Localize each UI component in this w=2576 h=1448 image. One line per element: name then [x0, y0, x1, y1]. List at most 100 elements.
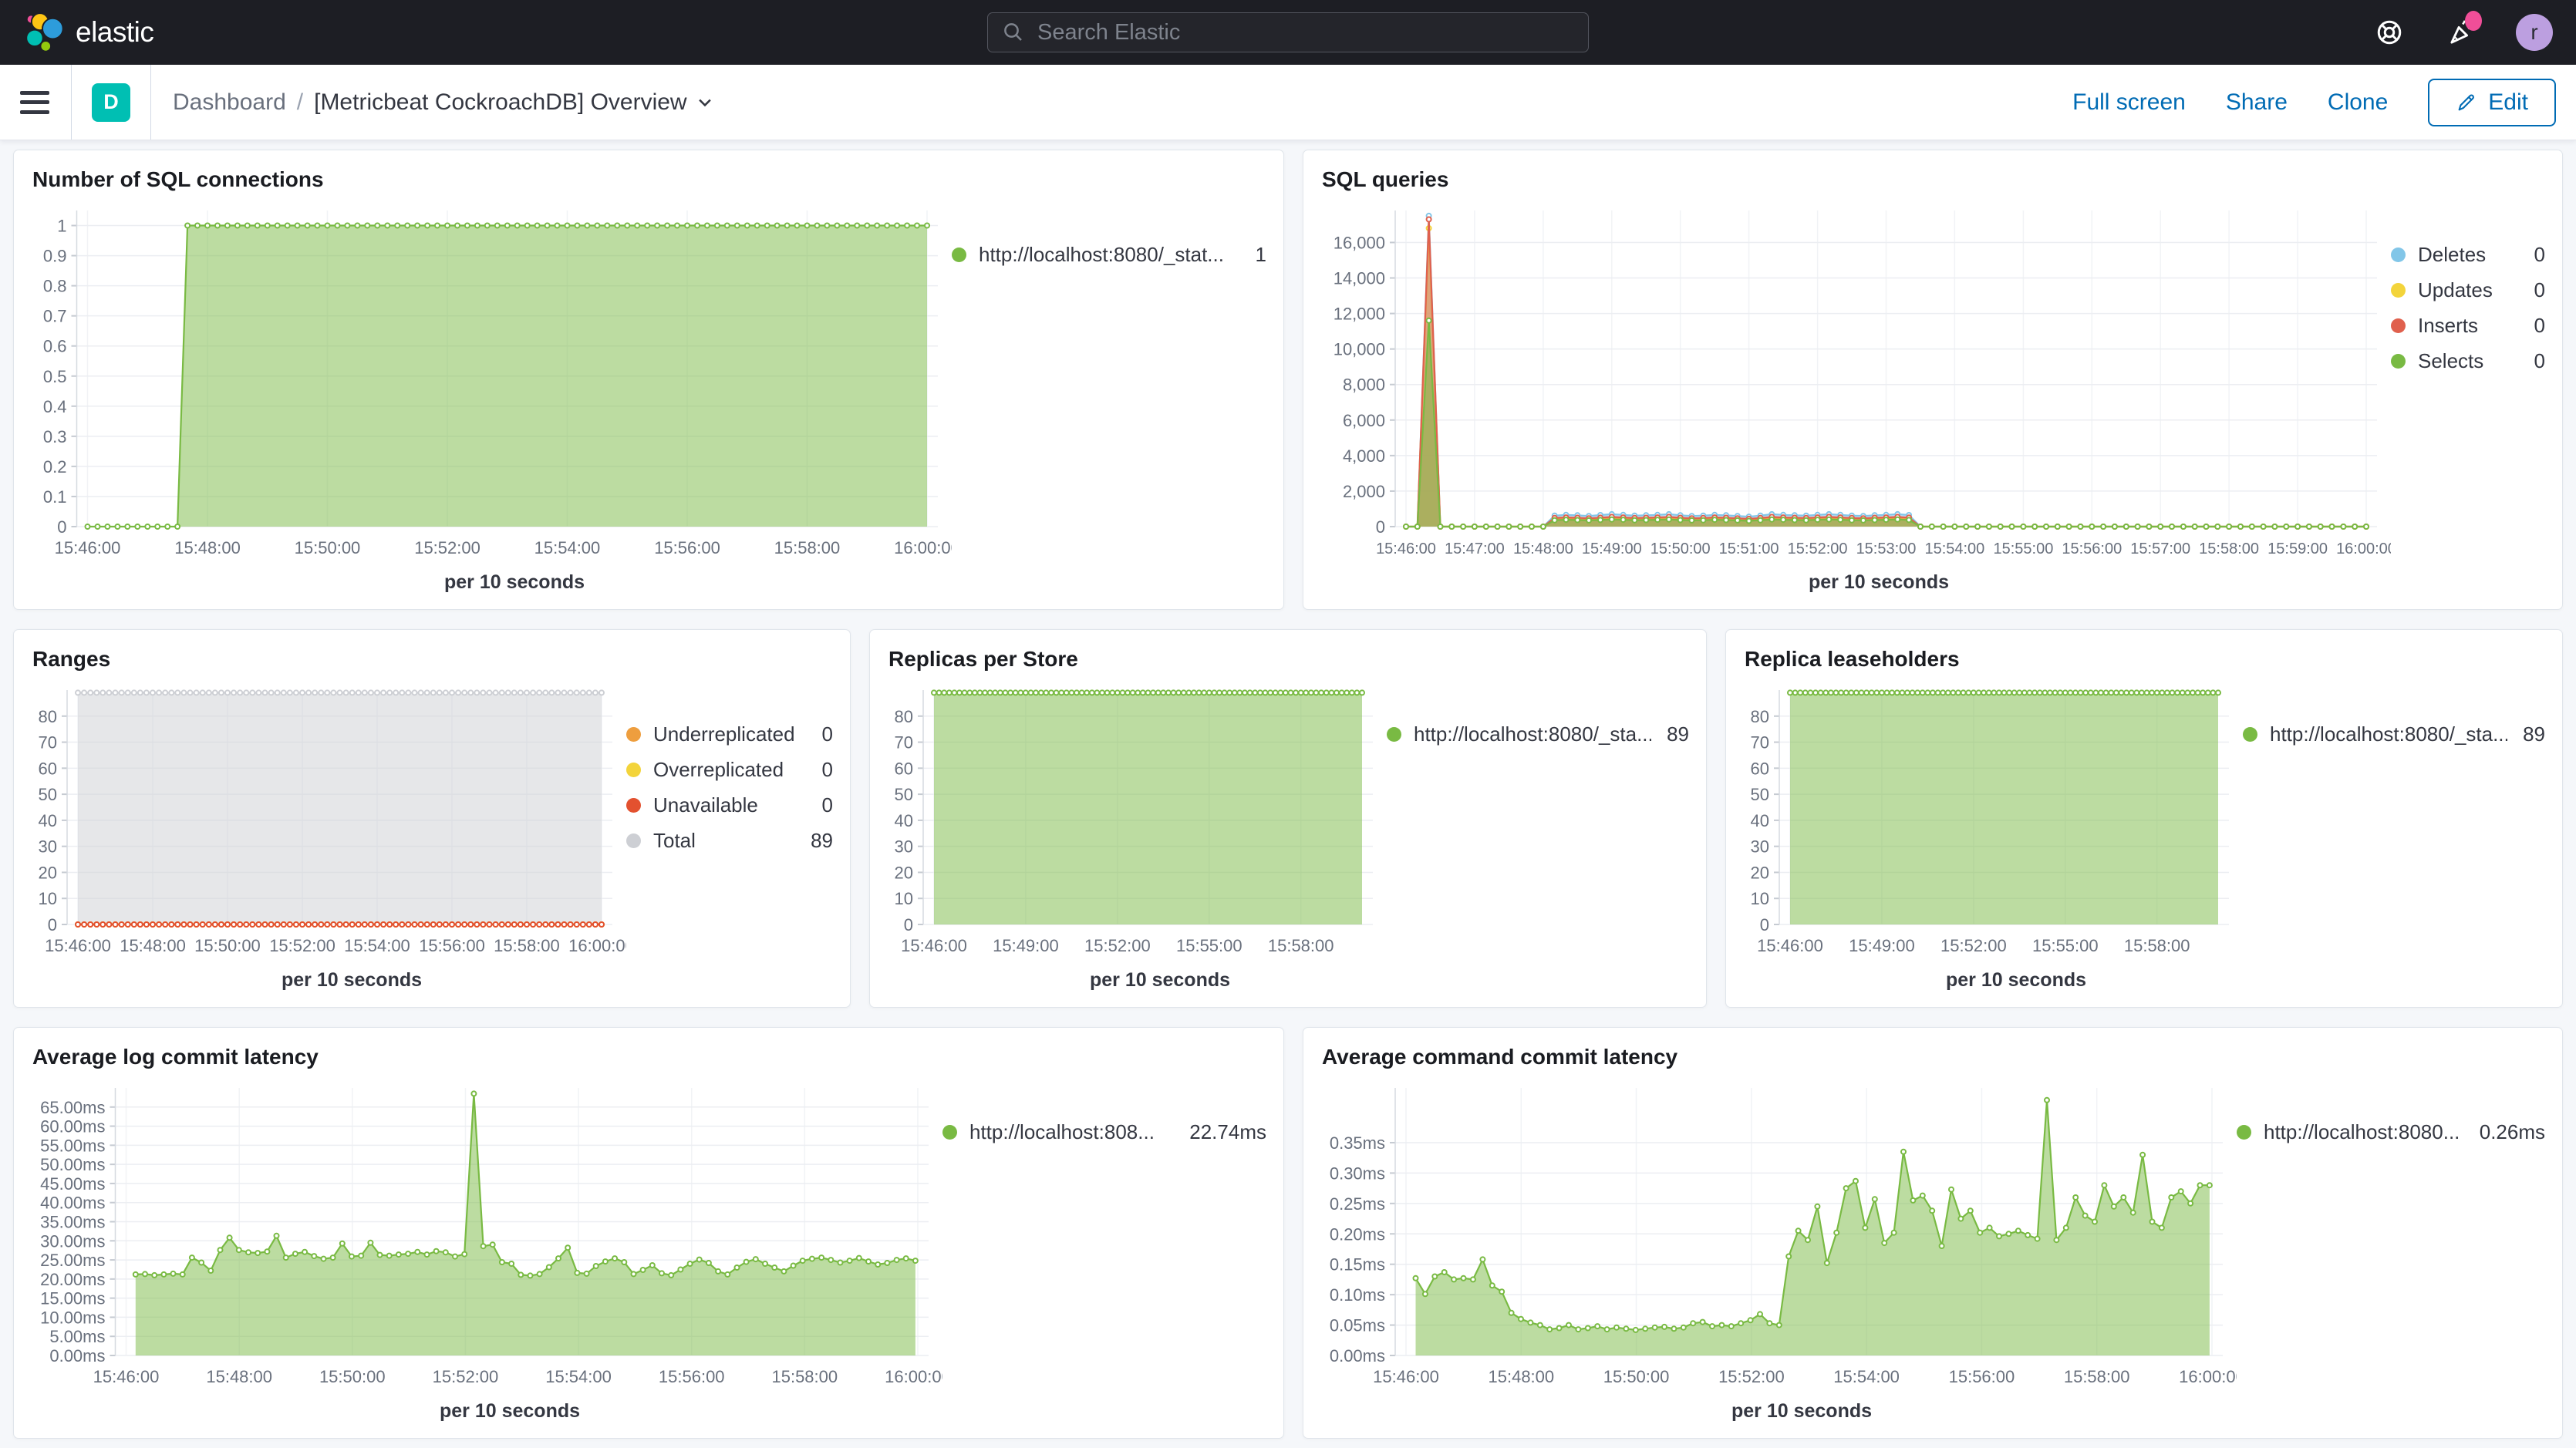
svg-text:15:58:00: 15:58:00: [2199, 540, 2259, 557]
panel-ranges: Ranges 15:46:0015:48:0015:50:0015:52:001…: [13, 629, 851, 1008]
chart-legend: http://localhost:8080/_stat...1: [952, 200, 1266, 603]
svg-text:70: 70: [39, 733, 57, 753]
legend-item[interactable]: Selects0: [2391, 343, 2545, 379]
svg-text:15:54:00: 15:54:00: [344, 936, 410, 955]
elastic-logo[interactable]: elastic: [23, 11, 153, 54]
menu-icon[interactable]: [20, 91, 49, 114]
legend-item[interactable]: Underreplicated0: [626, 716, 833, 752]
legend-swatch-icon: [2237, 1125, 2251, 1140]
svg-text:30: 30: [1751, 837, 1769, 857]
svg-text:15:54:00: 15:54:00: [534, 538, 601, 557]
legend-value: 22.74ms: [1174, 1120, 1266, 1144]
svg-text:15:56:00: 15:56:00: [2062, 540, 2122, 557]
svg-text:15:54:00: 15:54:00: [545, 1367, 612, 1386]
legend-label: Total: [653, 829, 696, 853]
svg-text:40.00ms: 40.00ms: [40, 1194, 105, 1213]
svg-text:15:46:00: 15:46:00: [1373, 1367, 1439, 1386]
svg-text:16:00:00: 16:00:00: [2336, 540, 2391, 557]
ranges-area-chart[interactable]: 15:46:0015:48:0015:50:0015:52:0015:54:00…: [31, 679, 626, 961]
svg-text:15:55:00: 15:55:00: [2032, 936, 2099, 955]
svg-text:15:58:00: 15:58:00: [2064, 1367, 2130, 1386]
svg-text:15:51:00: 15:51:00: [1719, 540, 1779, 557]
svg-text:30: 30: [895, 837, 913, 857]
svg-text:15:48:00: 15:48:00: [1513, 540, 1573, 557]
legend-item[interactable]: Overreplicated0: [626, 752, 833, 787]
sql-queries-area-chart[interactable]: 15:46:0015:47:0015:48:0015:49:0015:50:00…: [1320, 200, 2391, 564]
svg-text:0.1: 0.1: [43, 487, 67, 507]
svg-text:15:48:00: 15:48:00: [206, 1367, 272, 1386]
search-input[interactable]: [1037, 20, 1574, 45]
legend-item[interactable]: http://localhost:8080/_sta...89: [1387, 716, 1689, 752]
pencil-icon: [2456, 92, 2477, 113]
svg-text:14,000: 14,000: [1334, 269, 1385, 288]
user-avatar[interactable]: r: [2516, 14, 2553, 51]
legend-item[interactable]: http://localhost:8080/_stat...1: [952, 237, 1266, 272]
legend-swatch-icon: [2391, 354, 2406, 369]
svg-text:50: 50: [39, 785, 57, 804]
panel-replicas-per-store: Replicas per Store 15:46:0015:49:0015:52…: [869, 629, 1707, 1008]
svg-text:15:55:00: 15:55:00: [1993, 540, 2053, 557]
svg-text:1: 1: [57, 217, 66, 236]
legend-value: 0: [2519, 278, 2545, 302]
command-commit-latency-area-chart[interactable]: 15:46:0015:48:0015:50:0015:52:0015:54:00…: [1320, 1077, 2237, 1392]
svg-text:15:58:00: 15:58:00: [774, 538, 841, 557]
panel-title: Number of SQL connections: [32, 167, 1266, 192]
svg-text:55.00ms: 55.00ms: [40, 1136, 105, 1155]
legend-label: Underreplicated: [653, 722, 795, 746]
svg-text:45.00ms: 45.00ms: [40, 1174, 105, 1194]
legend-item[interactable]: http://localhost:808...22.74ms: [942, 1114, 1266, 1150]
help-icon[interactable]: [2371, 14, 2408, 51]
log-commit-latency-area-chart[interactable]: 15:46:0015:48:0015:50:0015:52:0015:54:00…: [31, 1077, 942, 1392]
svg-text:30: 30: [39, 837, 57, 857]
legend-item[interactable]: Updates0: [2391, 272, 2545, 308]
legend-item[interactable]: Total89: [626, 823, 833, 858]
replica-leaseholders-area-chart[interactable]: 15:46:0015:49:0015:52:0015:55:0015:58:00…: [1743, 679, 2243, 961]
panel-title: Replica leaseholders: [1745, 647, 2545, 672]
svg-text:25.00ms: 25.00ms: [40, 1251, 105, 1270]
breadcrumb-dashboard[interactable]: Dashboard: [173, 89, 286, 116]
svg-text:30.00ms: 30.00ms: [40, 1231, 105, 1251]
svg-text:0.7: 0.7: [43, 307, 67, 326]
sql-connections-area-chart[interactable]: 15:46:0015:48:0015:50:0015:52:0015:54:00…: [31, 200, 952, 564]
legend-swatch-icon: [626, 727, 641, 742]
svg-text:15:58:00: 15:58:00: [1268, 936, 1334, 955]
svg-text:40: 40: [39, 811, 57, 830]
page-title: [Metricbeat CockroachDB] Overview: [314, 89, 687, 116]
svg-text:10,000: 10,000: [1334, 340, 1385, 359]
svg-text:70: 70: [895, 733, 913, 753]
svg-text:0.2: 0.2: [43, 457, 67, 476]
legend-item[interactable]: Inserts0: [2391, 308, 2545, 343]
svg-text:15:48:00: 15:48:00: [120, 936, 186, 955]
global-search[interactable]: [987, 12, 1589, 52]
svg-text:20.00ms: 20.00ms: [40, 1270, 105, 1289]
legend-swatch-icon: [626, 798, 641, 813]
svg-text:15:50:00: 15:50:00: [1650, 540, 1711, 557]
legend-item[interactable]: http://localhost:8080/_sta...89: [2243, 716, 2545, 752]
replicas-per-store-area-chart[interactable]: 15:46:0015:49:0015:52:0015:55:0015:58:00…: [887, 679, 1387, 961]
legend-label: Inserts: [2418, 314, 2478, 338]
whats-new-icon[interactable]: [2443, 14, 2480, 51]
legend-item[interactable]: Unavailable0: [626, 787, 833, 823]
notification-dot: [2465, 11, 2482, 31]
legend-item[interactable]: Deletes0: [2391, 237, 2545, 272]
breadcrumb: Dashboard / [Metricbeat CockroachDB] Ove…: [173, 89, 713, 116]
svg-text:15:52:00: 15:52:00: [1084, 936, 1151, 955]
svg-text:0.20ms: 0.20ms: [1330, 1224, 1385, 1244]
svg-text:80: 80: [1751, 707, 1769, 726]
svg-text:0.00ms: 0.00ms: [1330, 1346, 1385, 1365]
svg-text:15:46:00: 15:46:00: [901, 936, 967, 955]
edit-button[interactable]: Edit: [2428, 79, 2556, 126]
svg-text:60: 60: [895, 759, 913, 778]
breadcrumb-current-page[interactable]: [Metricbeat CockroachDB] Overview: [314, 89, 713, 116]
panel-title: Average command commit latency: [1322, 1045, 2545, 1069]
dashboard-app-badge[interactable]: D: [92, 83, 130, 122]
clone-button[interactable]: Clone: [2328, 89, 2388, 116]
legend-label: Unavailable: [653, 793, 758, 817]
svg-text:15:56:00: 15:56:00: [419, 936, 485, 955]
svg-text:6,000: 6,000: [1343, 411, 1385, 430]
full-screen-button[interactable]: Full screen: [2072, 89, 2186, 116]
share-button[interactable]: Share: [2226, 89, 2288, 116]
legend-item[interactable]: http://localhost:8080...0.26ms: [2237, 1114, 2545, 1150]
svg-text:15:49:00: 15:49:00: [993, 936, 1059, 955]
svg-text:15:54:00: 15:54:00: [1833, 1367, 1900, 1386]
